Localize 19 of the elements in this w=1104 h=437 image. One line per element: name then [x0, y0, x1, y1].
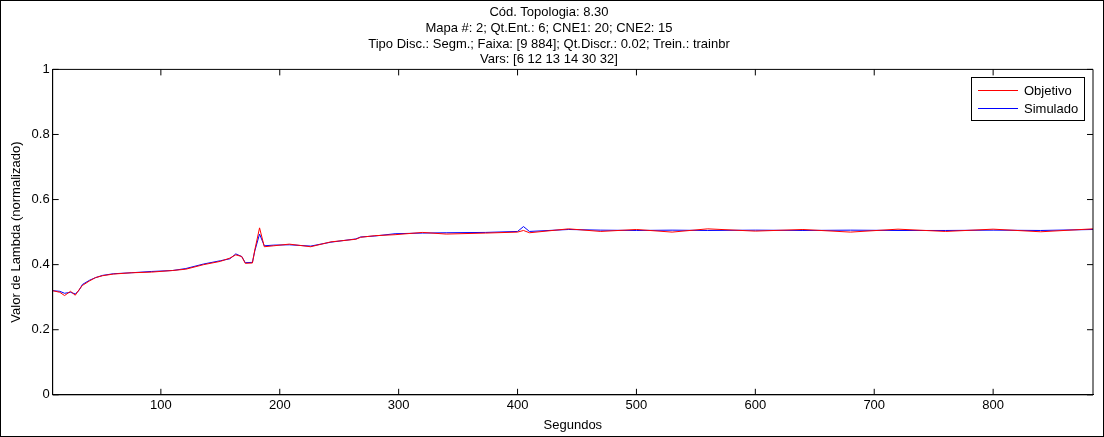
x-tick-label: 500: [625, 397, 648, 413]
y-tick-label: 1: [42, 60, 50, 76]
y-tick-label: 0.6: [31, 191, 50, 207]
x-tick-label: 300: [387, 397, 410, 413]
y-tick-label: 0.8: [31, 126, 50, 142]
y-tick-label: 0.2: [31, 321, 50, 337]
x-tick-label: 800: [982, 397, 1004, 413]
y-tick-label: 0.4: [31, 256, 50, 272]
x-tick-label: 400: [506, 397, 529, 413]
y-axis-title: Valor de Lambda (normalizado): [8, 141, 24, 323]
chart-title: Cód. Topologia: 8.30 Mapa #: 2; Qt.Ent.: 6; CNE1: 20; CNE2: 15 Tipo Disc.: Segm.; Faixa: [9 884]; Qt.Discr.: 0.02; Trein.: trainbr Vars: [6 12 13 14 30 32]: [368, 4, 731, 67]
x-tick-label: 600: [744, 397, 767, 413]
x-axis-title: Segundos: [543, 416, 603, 432]
x-tick-label: 200: [268, 397, 291, 413]
legend-label: Objetivo: [1024, 82, 1072, 98]
y-tick-label: 0: [42, 386, 50, 402]
x-tick-label: 100: [150, 397, 172, 413]
legend-label: Simulado: [1024, 100, 1079, 116]
x-tick-label: 700: [863, 397, 886, 413]
